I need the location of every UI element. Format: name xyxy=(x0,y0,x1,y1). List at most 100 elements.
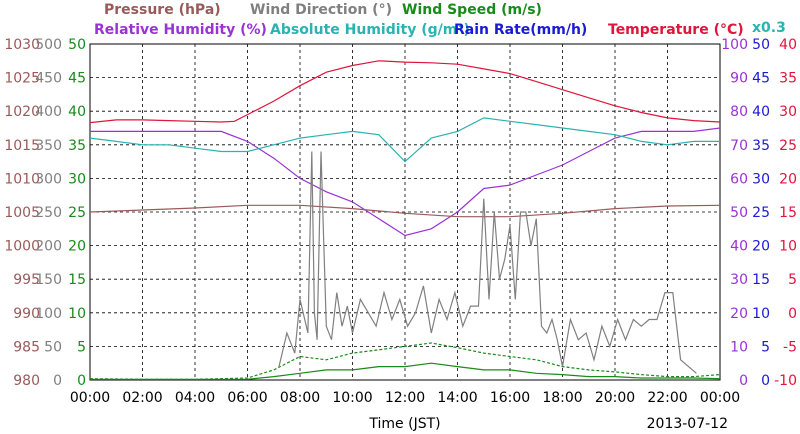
x-tick-label: 02:00 xyxy=(122,390,162,406)
header-row-1: Pressure (hPa) Wind Direction (°) Wind Spe… xyxy=(104,2,542,18)
tick-label-wind-speed-m-s: 25 xyxy=(68,205,86,221)
tick-label-temperature-c: -10 xyxy=(774,373,797,389)
tick-label-wind-speed-m-s: 40 xyxy=(68,104,86,120)
tick-label-rain-rate-mm-h: 30 xyxy=(752,171,770,187)
tick-label-relative-humidity: 70 xyxy=(730,138,748,154)
tick-label-relative-humidity: 40 xyxy=(730,239,748,255)
legend-rain-rate-mm-h: Rain Rate(mm/h) xyxy=(454,22,587,38)
tick-label-rain-rate-mm-h: 45 xyxy=(752,71,770,87)
tick-label-relative-humidity: 30 xyxy=(730,272,748,288)
tick-label-wind-speed-m-s: 20 xyxy=(68,239,86,255)
legend-pressure-hpa: Pressure (hPa) xyxy=(104,2,221,18)
tick-label-temperature-c: -5 xyxy=(783,339,797,355)
tick-label-relative-humidity: 80 xyxy=(730,104,748,120)
tick-label-wind-speed-m-s: 15 xyxy=(68,272,86,288)
tick-label-pressure-hpa: 990 xyxy=(13,306,40,322)
legend-absolute-humidity-g-m: Absolute Humidity (g/m³) xyxy=(270,22,470,38)
tick-label-temperature-c: 15 xyxy=(779,205,797,221)
series-absolute-humidity-g-m-line xyxy=(89,117,720,163)
x-tick-label: 14:00 xyxy=(437,390,477,406)
series-wind-speed-m-s-line xyxy=(90,362,721,380)
tick-label-wind-speed-m-s: 0 xyxy=(77,373,86,389)
tick-label-wind-direction: 350 xyxy=(35,138,62,154)
tick-label-pressure-hpa: 1010 xyxy=(4,171,40,187)
tick-label-rain-rate-mm-h: 50 xyxy=(752,37,770,53)
tick-label-temperature-c: 20 xyxy=(779,171,797,187)
grid xyxy=(90,44,720,380)
tick-label-wind-speed-m-s: 30 xyxy=(68,171,86,187)
tick-label-relative-humidity: 10 xyxy=(730,339,748,355)
tick-label-rain-rate-mm-h: 0 xyxy=(761,373,770,389)
tick-label-temperature-c: 25 xyxy=(779,138,797,154)
tick-label-rain-rate-mm-h: 35 xyxy=(752,138,770,154)
tick-label-pressure-hpa: 985 xyxy=(13,339,40,355)
tick-label-wind-speed-m-s: 35 xyxy=(68,138,86,154)
tick-label-pressure-hpa: 980 xyxy=(13,373,40,389)
tick-label-pressure-hpa: 1000 xyxy=(4,239,40,255)
x-tick-label: 06:00 xyxy=(227,390,267,406)
date-label: 2013-07-12 xyxy=(647,416,728,432)
x-tick-label: 10:00 xyxy=(332,390,372,406)
multiplier-label: x0.3 xyxy=(752,20,786,36)
x-tick-label: 16:00 xyxy=(490,390,530,406)
tick-label-wind-direction: 500 xyxy=(35,37,62,53)
header-row-2: Relative Humidity (%) Absolute Humidity (… xyxy=(94,22,744,38)
x-axis-ticks: 00:00 02:00 04:00 06:00 08:00 10:00 12:00 14:00… xyxy=(70,390,740,406)
tick-label-relative-humidity: 20 xyxy=(730,306,748,322)
tick-label-wind-speed-m-s: 10 xyxy=(68,306,86,322)
tick-label-temperature-c: 35 xyxy=(779,71,797,87)
tick-label-wind-direction: 100 xyxy=(35,306,62,322)
tick-label-wind-direction: 250 xyxy=(35,205,62,221)
tick-label-pressure-hpa: 1030 xyxy=(4,37,40,53)
tick-label-rain-rate-mm-h: 5 xyxy=(761,339,770,355)
tick-label-wind-direction: 50 xyxy=(44,339,62,355)
tick-label-relative-humidity: 50 xyxy=(730,205,748,221)
x-tick-label: 08:00 xyxy=(280,390,320,406)
series-wind-speed-m-s-line xyxy=(89,342,721,380)
tick-label-wind-direction: 400 xyxy=(35,104,62,120)
tick-label-wind-direction: 450 xyxy=(35,71,62,87)
right-axis-ticks: 0102030405060708090100051015202530354045… xyxy=(721,37,797,389)
tick-label-temperature-c: 40 xyxy=(779,37,797,53)
legend-relative-humidity: Relative Humidity (%) xyxy=(94,22,267,38)
tick-label-rain-rate-mm-h: 40 xyxy=(752,104,770,120)
left-axis-ticks: 9809859909951000100510101015102010251030… xyxy=(4,37,86,389)
x-tick-label: 18:00 xyxy=(542,390,582,406)
x-tick-label: 20:00 xyxy=(595,390,635,406)
tick-label-temperature-c: 5 xyxy=(788,272,797,288)
series-temperature-c-line xyxy=(89,60,721,124)
series-pressure-hpa-line xyxy=(89,204,721,218)
tick-label-rain-rate-mm-h: 15 xyxy=(752,272,770,288)
tick-label-wind-direction: 0 xyxy=(53,373,62,389)
tick-label-pressure-hpa: 1015 xyxy=(4,138,40,154)
series-relative-humidity-line xyxy=(90,127,721,237)
x-axis-label: Time (JST) xyxy=(368,416,440,432)
tick-label-pressure-hpa: 1020 xyxy=(4,104,40,120)
series-wind-direction-line xyxy=(278,151,697,374)
x-tick-label: 00:00 xyxy=(700,390,740,406)
x-tick-label: 22:00 xyxy=(647,390,687,406)
tick-label-pressure-hpa: 1005 xyxy=(4,205,40,221)
tick-label-wind-speed-m-s: 45 xyxy=(68,71,86,87)
tick-label-temperature-c: 0 xyxy=(788,306,797,322)
tick-label-relative-humidity: 90 xyxy=(730,71,748,87)
tick-label-wind-speed-m-s: 5 xyxy=(77,339,86,355)
tick-label-relative-humidity: 60 xyxy=(730,171,748,187)
tick-label-wind-direction: 150 xyxy=(35,272,62,288)
legend-temperature-c: Temperature (°C) xyxy=(608,22,744,38)
tick-label-pressure-hpa: 995 xyxy=(13,272,40,288)
tick-label-rain-rate-mm-h: 20 xyxy=(752,239,770,255)
legend-wind-direction: Wind Direction (°) xyxy=(250,2,392,18)
x-tick-label: 00:00 xyxy=(70,390,110,406)
x-tick-label: 04:00 xyxy=(175,390,215,406)
tick-label-wind-speed-m-s: 50 xyxy=(68,37,86,53)
tick-label-rain-rate-mm-h: 10 xyxy=(752,306,770,322)
tick-label-relative-humidity: 0 xyxy=(739,373,748,389)
tick-label-wind-direction: 200 xyxy=(35,239,62,255)
tick-label-wind-direction: 300 xyxy=(35,171,62,187)
legend-wind-speed-m-s: Wind Speed (m/s) xyxy=(402,2,542,18)
tick-label-pressure-hpa: 1025 xyxy=(4,71,40,87)
series-group xyxy=(89,60,721,380)
tick-label-temperature-c: 10 xyxy=(779,239,797,255)
